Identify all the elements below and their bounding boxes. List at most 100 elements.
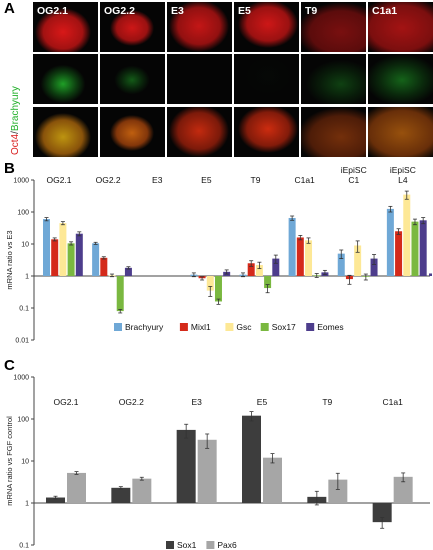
chart-b-tick-label: 0.01 [15,338,29,345]
micrograph-column-label: OG2.1 [37,5,68,17]
chart-b-bar-trailing [429,273,432,276]
micrograph-red-c1a1: C1a1 [368,2,433,52]
chart-b-category-label: OG2.2 [96,175,121,185]
chart-b-bar-sox17 [67,243,75,276]
chart-b-category-label: C1a1 [294,175,315,185]
chart-b-legend-swatch [114,323,122,331]
chart-b-category-label: OG2.1 [46,175,71,185]
chart-c-category-label: E3 [191,397,202,407]
micrograph-red-og21: OG2.1 [33,2,98,52]
slash-label: / [10,131,21,134]
chart-b-legend-swatch [260,323,269,331]
micrograph-column-label: E5 [238,5,251,17]
micrograph-merge-e3 [167,106,232,157]
chart-c-category-label: OG2.1 [53,397,78,407]
chart-b-bar-brachyury [43,219,50,276]
chart-b-tick-label: 10 [21,242,29,249]
micrograph-red-og22: OG2.2 [100,2,165,52]
micrograph-red-t9: T9 [301,2,366,52]
chart-c-tick-label: 1000 [13,375,29,382]
chart-b-bar-sox17 [411,221,419,276]
chart-b-legend-swatch [306,323,315,331]
chart-c-y-label: mRNA ratio vs FGF control [5,416,14,506]
chart-b-bar-eomes [272,258,280,276]
chart-c-category-label: E5 [257,397,268,407]
chart-b-category-label: C1 [348,175,359,185]
micrograph-column-label: OG2.2 [104,5,135,17]
chart-b-bar-eomes [124,267,132,276]
chart-b-tick-label: 0.1 [19,306,29,313]
chart-b-bar-sox17 [116,276,124,312]
chart-b-bar-mixl1 [395,231,403,276]
chart-b-bar-eomes [370,258,378,276]
micrograph-green-e3 [167,54,232,105]
chart-c-bar-sox1 [372,503,392,523]
chart-c: 1000 100 10 1 0.1 mRNA ratio vs FGF control OG… [5,375,430,550]
micrograph-merge-og22 [100,106,165,157]
micrograph-red-e5: E5 [234,2,299,52]
micrograph-green-og22 [100,54,165,105]
chart-b-bar-gsc [255,265,263,276]
chart-c-category-label: C1a1 [383,397,404,407]
chart-c-legend-swatch [166,541,174,549]
panel-b-letter: B [4,160,15,177]
chart-b-tick-label: 100 [17,210,29,217]
micrograph-green-t9 [301,54,366,105]
panel-c-letter: C [4,357,15,374]
chart-b-bar-gsc [354,245,362,276]
micrograph-column-label: E3 [171,5,184,17]
chart-c-legend-label: Sox1 [177,540,197,550]
chart-b-bar-gsc [206,276,214,291]
chart-c-category-label: T9 [322,397,332,407]
chart-b-bar-eomes [419,220,427,276]
chart-c-bar-pax6 [197,439,217,503]
panel-a-letter: A [4,0,15,17]
chart-c-legend-label: Pax6 [217,540,237,550]
chart-c-bar-pax6 [263,457,282,503]
chart-b-bar-gsc [59,223,67,276]
chart-b-y-label: mRNA ratio vs E3 [5,230,14,289]
micrograph-column-label: T9 [305,5,318,17]
chart-b-category-label: E3 [152,175,163,185]
chart-b-bar-brachyury [288,217,296,276]
chart-c-tick-label: 0.1 [19,543,29,550]
chart-b-category-label: E5 [201,175,212,185]
micrograph-merge-t9 [301,106,366,157]
chart-c-bar-sox1 [242,415,261,503]
chart-b-bar-mixl1 [51,239,59,276]
micrograph-green-c1a1 [368,54,433,105]
chart-b-bar-brachyury [92,243,100,276]
chart-b-bar-sox17 [264,276,272,289]
chart-c-bar-pax6 [67,472,86,503]
chart-b-category-label: T9 [251,175,261,185]
chart-c-bar-pax6 [393,476,413,503]
brachyury-label: Brachyury [10,86,21,132]
chart-b-legend-label: Gsc [236,322,252,332]
micrograph-merge-c1a1 [368,106,433,157]
chart-c-bar-sox1 [46,497,65,503]
micrograph-green-og21 [33,54,98,105]
chart-b-bar-sox17 [214,276,222,302]
chart-b-category-label: iEpiSC [390,165,416,175]
chart-b-bar-mixl1 [247,263,255,276]
chart-b-legend-swatch [225,323,234,331]
chart-b-bar-mixl1 [100,257,108,276]
chart-b-category-label: L4 [398,175,408,185]
chart-c-legend-swatch [206,541,215,549]
chart-c-bar-pax6 [132,478,152,503]
micrograph-grid: OG2.1 OG2.2 E3 E5 T9 C1a1 [33,2,433,158]
chart-b-legend-label: Sox17 [272,322,296,332]
chart-b-bar-brachyury [337,253,345,276]
chart-b-legend-label: Mixl1 [191,322,211,332]
chart-c-bar-sox1 [176,429,196,503]
chart-b-legend-swatch [179,323,188,331]
micrograph-column-label: C1a1 [372,5,398,17]
chart-b-tick-label: 1000 [13,178,29,185]
chart-c-bar-sox1 [111,487,131,503]
chart-b-bar-eomes [75,233,83,276]
chart-c-bar-pax6 [328,479,348,503]
chart-b-bar-mixl1 [296,237,304,276]
chart-c-tick-label: 100 [17,417,29,424]
micrograph-merge-e5 [234,106,299,157]
panel-a-row-title: Oct4/Brachyury [10,86,21,155]
